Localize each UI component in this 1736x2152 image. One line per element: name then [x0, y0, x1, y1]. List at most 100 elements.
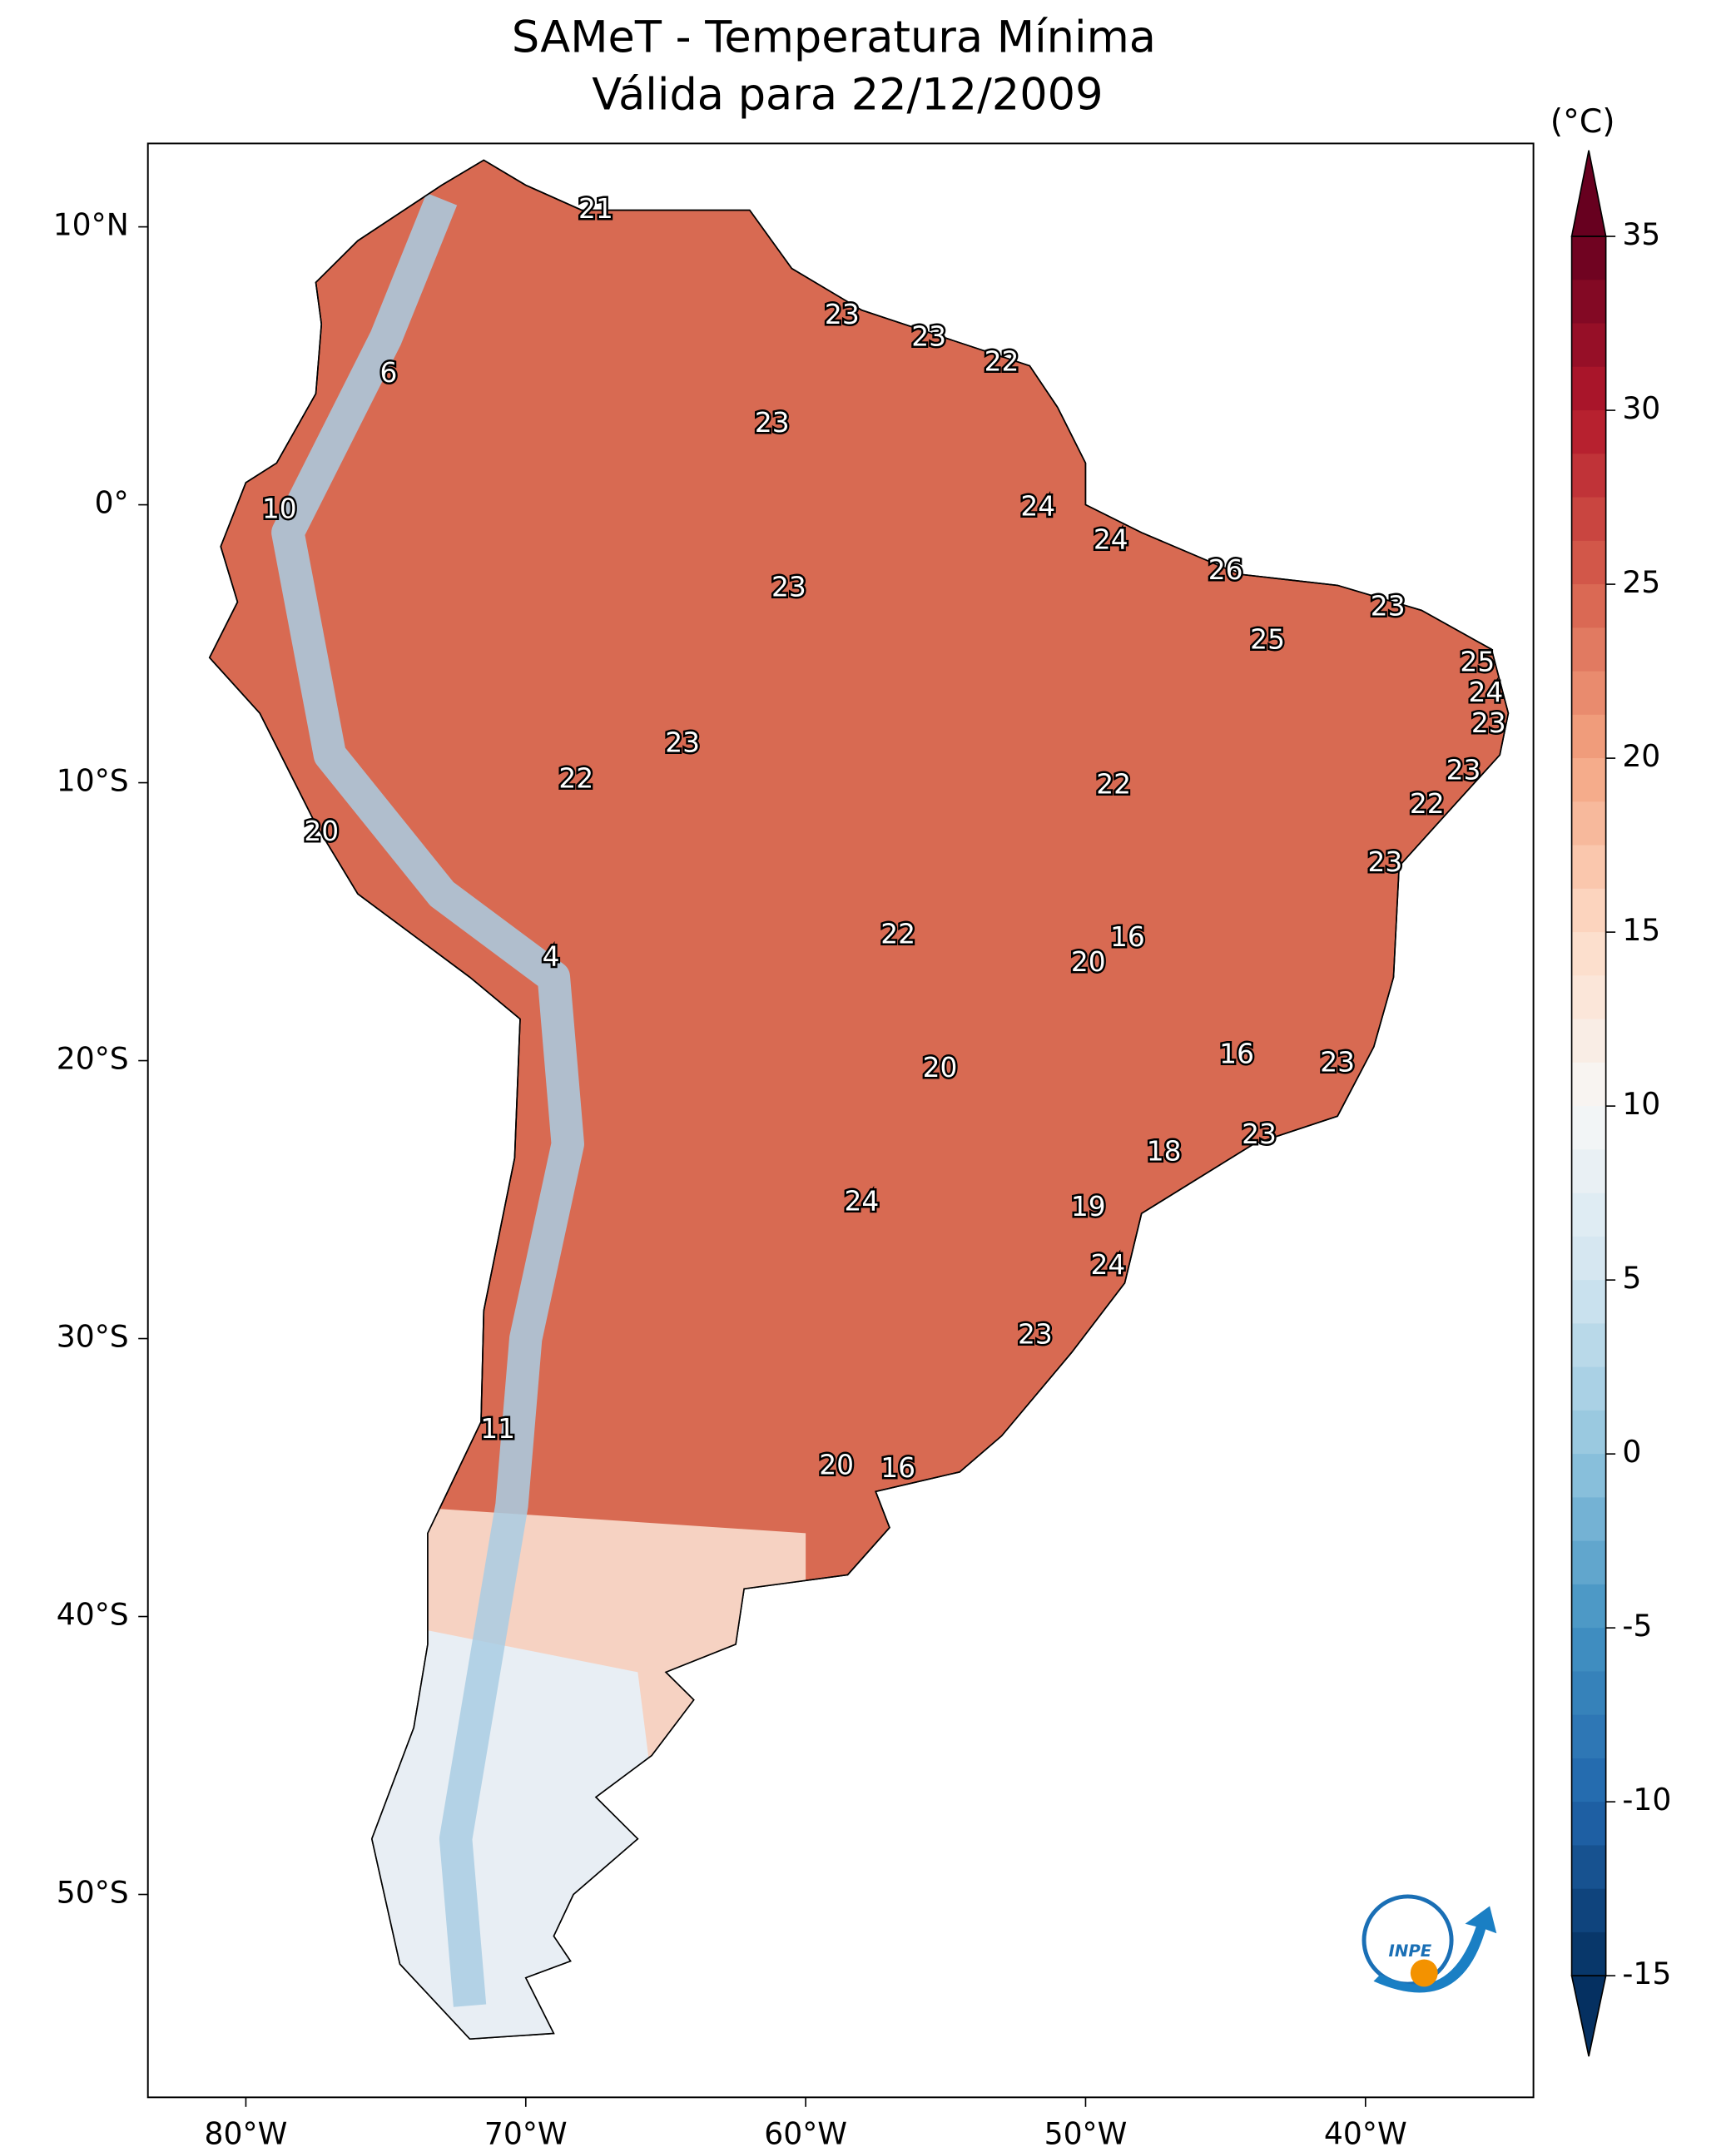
colorbar-step	[1571, 1802, 1606, 1847]
outline	[208, 159, 1510, 2040]
colorbar-step	[1571, 280, 1606, 325]
station-value: 19	[1071, 1191, 1106, 1222]
colorbar-step	[1571, 671, 1606, 716]
station-value: 11	[480, 1413, 515, 1445]
colorbar-step	[1571, 1280, 1606, 1325]
colorbar-step	[1571, 1671, 1606, 1716]
x-tick-label: 60°W	[764, 2115, 847, 2151]
station-value: 23	[911, 321, 946, 353]
colorbar-step	[1571, 1931, 1606, 1977]
x-tick-label: 40°W	[1324, 2115, 1407, 2151]
y-tick-label: 0°	[95, 485, 129, 521]
colorbar-tick-label: 35	[1622, 216, 1660, 252]
svg-text:INPE: INPE	[1389, 1941, 1432, 1961]
station-value: 6	[380, 357, 398, 389]
colorbar-step	[1571, 497, 1606, 542]
y-tick-label: 50°S	[57, 1875, 129, 1911]
colorbar-step	[1571, 584, 1606, 629]
colorbar-step	[1571, 1236, 1606, 1281]
colorbar-step	[1571, 540, 1606, 585]
map-frame	[146, 142, 1535, 2099]
colorbar-step	[1571, 366, 1606, 411]
colorbar-tick-label: 10	[1622, 1086, 1660, 1122]
colorbar-tick-label: 25	[1622, 564, 1660, 600]
inpe-logo: INPE	[1362, 1894, 1497, 1993]
colorbar-step	[1571, 932, 1606, 977]
map-title: SAMeT - Temperatura Mínima	[512, 12, 1156, 62]
station-value: 4	[543, 940, 560, 972]
y-tick-label: 20°S	[57, 1041, 129, 1077]
colorbar-step	[1571, 1714, 1606, 1759]
station-value: 23	[825, 299, 860, 330]
colorbar-step	[1571, 1366, 1606, 1411]
station-value: 22	[1096, 768, 1131, 800]
station-value: 24	[844, 1185, 879, 1217]
station-value: 23	[1471, 707, 1506, 739]
y-tick-label: 10°N	[53, 207, 129, 243]
colorbar-step	[1571, 236, 1606, 281]
colorbar-tick-label: 30	[1622, 390, 1660, 426]
colorbar-step	[1571, 1193, 1606, 1237]
colorbar-tick-label: 5	[1622, 1260, 1641, 1296]
colorbar-step	[1571, 1497, 1606, 1542]
colorbar-step	[1571, 888, 1606, 933]
colorbar-step	[1571, 1106, 1606, 1151]
colorbar-extend-max	[1570, 150, 1607, 237]
colorbar-step	[1571, 410, 1606, 455]
station-value: 25	[1460, 646, 1495, 677]
station-value: 23	[1320, 1046, 1355, 1078]
station-value: 23	[771, 571, 806, 602]
station-value: 16	[1219, 1038, 1254, 1069]
colorbar-tick-label: -10	[1622, 1782, 1671, 1817]
colorbar-step	[1571, 1454, 1606, 1499]
colorbar-tick-label: -5	[1622, 1608, 1652, 1644]
colorbar-step	[1571, 1019, 1606, 1064]
station-value: 23	[1446, 755, 1481, 786]
station-value: 23	[1242, 1118, 1277, 1150]
colorbar-step	[1571, 1149, 1606, 1194]
colorbar-step	[1571, 1758, 1606, 1803]
station-value: 24	[1469, 677, 1504, 708]
station-value: 18	[1147, 1135, 1182, 1167]
colorbar-step	[1571, 1410, 1606, 1455]
colorbar-step	[1571, 975, 1606, 1020]
colorbar-step	[1571, 1323, 1606, 1368]
colorbar-step	[1571, 1540, 1606, 1585]
map-subtitle: Válida para 22/12/2009	[592, 69, 1103, 120]
station-value: 22	[1410, 788, 1445, 820]
station-value: 23	[755, 407, 790, 439]
colorbar-tick-label: 15	[1622, 912, 1660, 948]
x-tick-label: 70°W	[484, 2115, 568, 2151]
colorbar-step	[1571, 801, 1606, 846]
station-value: 23	[1367, 846, 1402, 878]
station-value: 26	[1208, 554, 1243, 586]
andes	[271, 192, 584, 2007]
station-value: 25	[1250, 624, 1285, 656]
colorbar-step	[1571, 454, 1606, 498]
station-value: 24	[1090, 1249, 1125, 1281]
station-value: 23	[1018, 1319, 1053, 1351]
station-value: 22	[985, 346, 1019, 378]
station-value: 10	[262, 493, 297, 525]
station-value: 21	[578, 193, 613, 225]
station-value: 22	[558, 763, 593, 795]
station-value: 16	[880, 1452, 915, 1484]
station-value: 16	[1110, 921, 1145, 953]
station-value: 24	[1020, 490, 1055, 522]
colorbar-step	[1571, 1062, 1606, 1107]
colorbar-step	[1571, 758, 1606, 803]
colorbar-step	[1571, 1628, 1606, 1673]
colorbar-tick-label: -15	[1622, 1956, 1671, 1991]
y-tick-label: 30°S	[57, 1319, 129, 1355]
x-tick-label: 80°W	[205, 2115, 288, 2151]
colorbar-step	[1571, 1584, 1606, 1629]
colorbar-step	[1571, 1888, 1606, 1933]
station-value: 23	[665, 726, 700, 758]
station-value: 24	[1094, 524, 1128, 556]
x-tick-label: 50°W	[1044, 2115, 1128, 2151]
colorbar-extend-min	[1570, 1975, 1607, 2057]
y-tick-label: 40°S	[57, 1597, 129, 1633]
colorbar-step	[1571, 627, 1606, 672]
station-value: 20	[819, 1450, 854, 1481]
